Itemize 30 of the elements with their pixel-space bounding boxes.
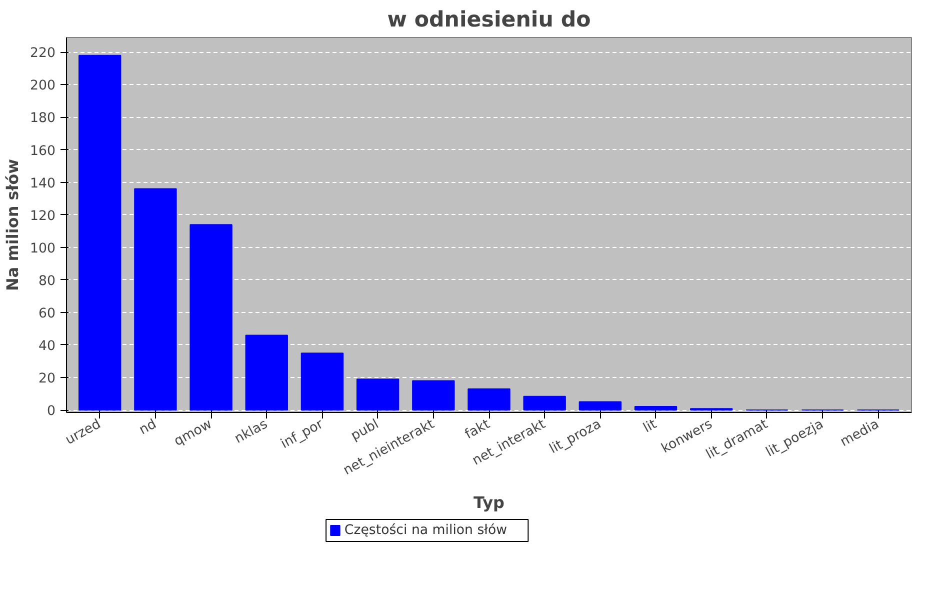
chart-title: w odniesieniu do — [387, 8, 591, 32]
y-tick-label: 0 — [47, 404, 56, 420]
bar — [245, 334, 288, 411]
bar — [78, 54, 122, 411]
bar — [634, 406, 678, 411]
bar — [134, 188, 177, 411]
y-tick-label: 160 — [30, 144, 56, 159]
bar — [412, 380, 455, 411]
bar — [523, 396, 566, 411]
y-tick-label: 40 — [38, 338, 56, 354]
bar — [356, 378, 400, 411]
y-tick-label: 180 — [30, 111, 56, 126]
x-tick-label: nklas — [232, 416, 270, 447]
legend-label: Częstości na milion słów — [344, 523, 508, 538]
y-tick-label: 80 — [38, 274, 56, 289]
y-tick-label: 220 — [30, 46, 56, 62]
x-tick-label: nd — [137, 416, 160, 438]
y-tick-label: 60 — [38, 306, 56, 322]
y-tick-label: 20 — [38, 372, 56, 387]
bar — [300, 352, 344, 411]
y-tick-label: 200 — [30, 78, 56, 94]
bar — [190, 224, 232, 411]
x-tick-label: lit — [641, 416, 660, 436]
y-axis-title: Na milion słów — [3, 158, 22, 292]
y-tick-label: 140 — [30, 176, 56, 192]
x-axis-title: Typ — [474, 493, 504, 512]
y-tick-label: 120 — [30, 208, 56, 224]
y-tick-label: 100 — [30, 241, 56, 256]
bar — [468, 388, 510, 411]
bar — [578, 401, 622, 411]
